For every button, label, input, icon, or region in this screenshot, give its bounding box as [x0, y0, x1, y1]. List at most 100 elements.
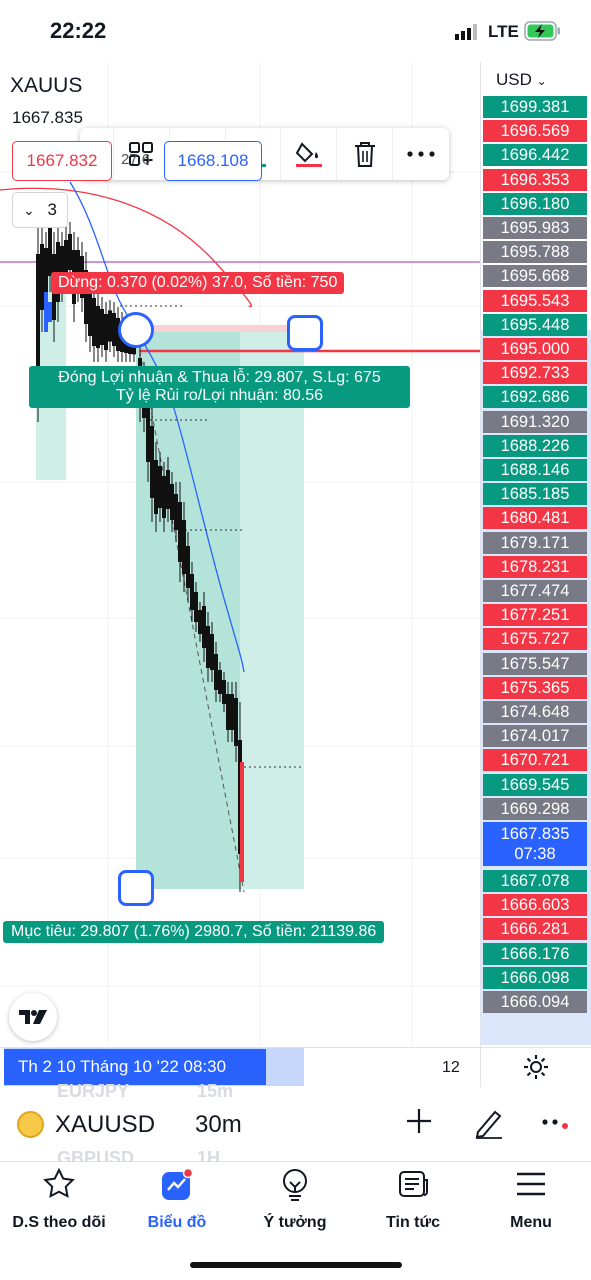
tab-label: Tin tức — [386, 1214, 440, 1231]
price-tag: 1695.448 — [483, 313, 587, 336]
price-scale[interactable]: USD ⌄ 1699.381 1696.569 1696.442 1696.353 16… — [480, 62, 591, 1047]
target-handle[interactable] — [118, 870, 154, 906]
gold-symbol-icon — [17, 1111, 44, 1138]
line-color-icon[interactable] — [281, 128, 338, 180]
candle-body — [154, 460, 158, 514]
candle-body-highlight — [44, 292, 48, 332]
home-indicator — [190, 1262, 402, 1268]
entry-right-handle[interactable] — [287, 315, 323, 351]
buy-price-button[interactable]: 1668.108 — [164, 141, 262, 181]
candle-body — [88, 288, 92, 336]
candle-body — [218, 670, 222, 694]
tradingview-logo-icon[interactable] — [9, 993, 57, 1041]
price-tag: 1696.353 — [483, 168, 587, 191]
chart-symbol[interactable]: XAUUS — [10, 74, 83, 97]
sell-price-button[interactable]: 1667.832 — [12, 141, 112, 181]
price-tag: 1670.721 — [483, 749, 587, 772]
settings-gear-icon[interactable] — [523, 1054, 549, 1086]
interval-selector[interactable]: 30m — [195, 1111, 242, 1138]
tab-label: D.S theo dõi — [12, 1214, 106, 1231]
spread-value: 27.6 — [121, 151, 151, 168]
price-tag: 1695.000 — [483, 338, 587, 360]
entry-left-handle[interactable] — [118, 312, 154, 348]
bars-count[interactable]: 12 — [442, 1059, 460, 1076]
price-tag: 1699.381 — [483, 96, 587, 118]
pnl-label-line1: Đóng Lợi nhuận & Thua lỗ: 29.807, S.Lg: … — [58, 369, 381, 386]
hamburger-icon — [472, 1168, 590, 1208]
price-tag: 1680.481 — [483, 507, 587, 530]
drawing-pen-icon[interactable] — [473, 1107, 505, 1146]
axis-divider — [480, 1047, 481, 1087]
candle-body — [198, 610, 202, 634]
pnl-label: Đóng Lợi nhuận & Thua lỗ: 29.807, S.Lg: … — [29, 366, 410, 408]
news-icon — [354, 1168, 472, 1208]
candle-body — [206, 626, 210, 668]
price-tag: 1678.231 — [483, 555, 587, 578]
candle-body — [44, 248, 48, 296]
star-icon — [0, 1167, 118, 1208]
ghost-interval-top: 15m — [197, 1081, 234, 1101]
candle-body-highlight — [48, 302, 52, 322]
price-tag: 1675.547 — [483, 652, 587, 675]
symbol-name[interactable]: XAUUSD — [55, 1111, 156, 1138]
more-icon[interactable] — [393, 128, 449, 180]
price-tag: 1674.648 — [483, 701, 587, 723]
currency-selector[interactable]: USD ⌄ — [496, 70, 547, 90]
lightbulb-icon — [236, 1168, 354, 1208]
candle-body — [100, 309, 104, 345]
tab-watchlist[interactable]: D.S theo dõi — [0, 1167, 118, 1232]
price-tag: 1695.668 — [483, 265, 587, 288]
price-tag: 1667.078 — [483, 870, 587, 892]
candle-body — [230, 694, 234, 730]
price-tag: 1696.180 — [483, 192, 587, 215]
chart-last-price: 1667.835 — [12, 108, 83, 127]
currency-label: USD — [496, 70, 532, 89]
crosshair-date-label: Th 2 10 Tháng 10 '22 08:30 — [4, 1049, 266, 1085]
stop-zone — [136, 325, 304, 332]
price-tag: 1688.146 — [483, 459, 587, 481]
add-icon[interactable] — [405, 1105, 433, 1144]
current-candle-body — [240, 762, 244, 882]
price-tag: 1688.226 — [483, 434, 587, 457]
candle-body — [178, 502, 182, 562]
trash-icon[interactable] — [337, 128, 394, 180]
dashed-trend-line — [137, 341, 245, 893]
price-tag: 1675.727 — [483, 628, 587, 651]
price-tag: 1669.545 — [483, 773, 587, 796]
tab-ideas[interactable]: Ý tưởng — [236, 1168, 354, 1232]
chevron-down-icon: ⌄ — [536, 74, 547, 88]
price-tag: 1696.569 — [483, 120, 587, 143]
candle-body — [158, 466, 162, 508]
candle-body — [234, 698, 238, 746]
candle-body — [194, 592, 198, 622]
candle-body — [76, 250, 80, 289]
indicators-collapse-button[interactable]: ⌄ 3 — [12, 192, 68, 228]
current-price-tag: 1667.835 07:38 — [483, 822, 587, 866]
candle-body — [64, 240, 68, 279]
candle-body — [226, 694, 230, 730]
price-tag: 1679.171 — [483, 531, 587, 554]
candle-body — [48, 228, 52, 276]
tab-menu[interactable]: Menu — [472, 1168, 590, 1232]
chevron-down-icon: ⌄ — [23, 202, 35, 218]
candle-body — [92, 298, 96, 346]
more-options-icon[interactable] — [541, 1108, 573, 1139]
signal-icon — [455, 24, 477, 40]
candle-body — [190, 574, 194, 610]
price-tag: 1677.251 — [483, 604, 587, 627]
tab-chart[interactable]: Biểu đồ — [118, 1167, 236, 1232]
candle-body — [60, 246, 64, 288]
price-tag: 1695.983 — [483, 217, 587, 239]
target-label: Mục tiêu: 29.807 (1.76%) 2980.7, Số tiền… — [3, 921, 385, 943]
status-time: 22:22 — [50, 18, 107, 43]
candle-body — [202, 606, 206, 648]
bar-countdown: 07:38 — [514, 845, 556, 863]
price-tag: 1675.365 — [483, 676, 587, 699]
candle-body — [162, 476, 166, 518]
chart-canvas[interactable]: ⋮⋮ — [0, 62, 480, 1047]
price-tag: 1666.281 — [483, 918, 587, 941]
candle-body — [186, 546, 190, 588]
target-zone-dark — [136, 332, 240, 889]
tab-news[interactable]: Tin tức — [354, 1168, 472, 1232]
candle-body — [174, 494, 178, 530]
